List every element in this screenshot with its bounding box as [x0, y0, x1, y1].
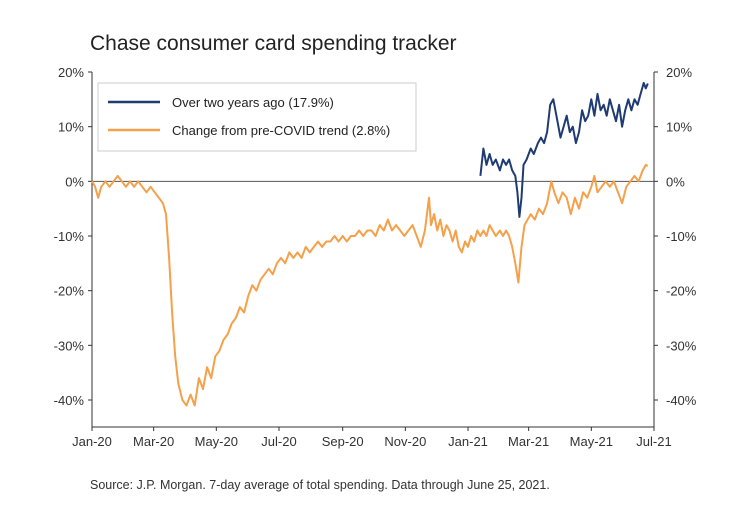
y-tick-label-left: -10% — [54, 229, 85, 244]
legend-label: Change from pre-COVID trend (2.8%) — [172, 123, 390, 138]
y-tick-label-right: -30% — [666, 338, 697, 353]
legend: Over two years ago (17.9%) Change from pr… — [97, 82, 417, 152]
y-tick-label-right: 0% — [666, 174, 685, 189]
y-tick-label-right: -20% — [666, 284, 697, 299]
y-tick-label-left: -30% — [54, 338, 85, 353]
x-tick-label: Jan-20 — [72, 434, 112, 449]
x-tick-label: Mar-21 — [508, 434, 549, 449]
legend-label: Over two years ago (17.9%) — [172, 95, 334, 110]
x-tick-label: May-21 — [570, 434, 613, 449]
series-lines — [91, 81, 649, 407]
x-tick-label: Jul-20 — [261, 434, 296, 449]
chart-title: Chase consumer card spending tracker — [90, 32, 457, 55]
y-tick-label-right: 20% — [666, 65, 692, 80]
source-note: Source: J.P. Morgan. 7-day average of to… — [90, 478, 550, 492]
y-tick-label-right: -10% — [666, 229, 697, 244]
x-tick-label: Mar-20 — [133, 434, 174, 449]
y-tick-label-left: 20% — [58, 65, 84, 80]
y-tick-label-right: -40% — [666, 393, 697, 408]
y-tick-label-left: -20% — [54, 284, 85, 299]
x-tick-label: Sep-20 — [322, 434, 364, 449]
x-tick-label: Jul-21 — [636, 434, 671, 449]
plot-frame — [91, 72, 655, 428]
y-tick-label-left: 0% — [65, 174, 84, 189]
legend-box — [97, 82, 417, 152]
series-line-pre-covid-trend — [91, 163, 649, 407]
y-tick-label-left: 10% — [58, 120, 84, 135]
series-line-over-two-years — [479, 81, 649, 218]
y-tick-label-right: 10% — [666, 120, 692, 135]
y-axis-left: 20% 10% 0% -10% -20% -30% -40% — [54, 65, 92, 408]
x-tick-label: Jan-21 — [448, 434, 488, 449]
x-tick-label: Nov-20 — [384, 434, 426, 449]
y-axis-right: 20% 10% 0% -10% -20% -30% -40% — [654, 65, 697, 408]
x-tick-label: May-20 — [195, 434, 238, 449]
x-axis: Jan-20 Mar-20 May-20 Jul-20 Sep-20 Nov-20 Jan-… — [72, 427, 672, 449]
y-tick-label-left: -40% — [54, 393, 85, 408]
